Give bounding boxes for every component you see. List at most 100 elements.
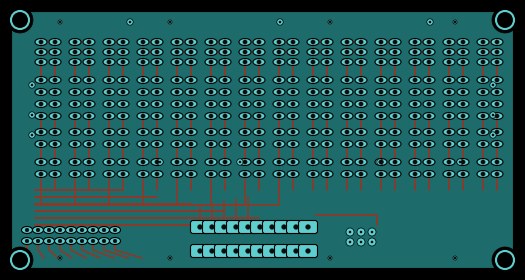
Circle shape: [447, 60, 451, 64]
Circle shape: [102, 228, 106, 232]
Circle shape: [36, 239, 40, 243]
Ellipse shape: [219, 59, 231, 66]
Circle shape: [175, 102, 179, 106]
Ellipse shape: [491, 113, 503, 120]
Circle shape: [87, 142, 91, 146]
Ellipse shape: [22, 227, 33, 234]
Ellipse shape: [457, 76, 469, 83]
Circle shape: [155, 160, 159, 164]
Ellipse shape: [423, 48, 435, 55]
Ellipse shape: [423, 76, 435, 83]
Circle shape: [73, 90, 77, 94]
Circle shape: [189, 130, 193, 134]
Ellipse shape: [35, 141, 47, 148]
Ellipse shape: [117, 171, 129, 178]
Circle shape: [155, 78, 159, 82]
Circle shape: [359, 160, 363, 164]
Circle shape: [359, 90, 363, 94]
Circle shape: [53, 102, 57, 106]
Circle shape: [427, 40, 431, 44]
Circle shape: [155, 114, 159, 118]
Ellipse shape: [137, 113, 149, 120]
Ellipse shape: [477, 113, 489, 120]
Ellipse shape: [33, 237, 44, 244]
Circle shape: [53, 172, 57, 176]
Circle shape: [209, 50, 213, 54]
Ellipse shape: [341, 129, 353, 136]
Circle shape: [169, 257, 171, 259]
Ellipse shape: [83, 129, 95, 136]
Circle shape: [393, 40, 397, 44]
Ellipse shape: [77, 237, 88, 244]
Ellipse shape: [35, 59, 47, 66]
Ellipse shape: [117, 59, 129, 66]
Circle shape: [328, 256, 332, 260]
Ellipse shape: [185, 76, 197, 83]
Circle shape: [141, 160, 145, 164]
Ellipse shape: [409, 129, 421, 136]
Circle shape: [246, 249, 250, 253]
Circle shape: [481, 102, 485, 106]
Circle shape: [73, 102, 77, 106]
Ellipse shape: [443, 141, 455, 148]
Ellipse shape: [69, 129, 81, 136]
Ellipse shape: [273, 59, 285, 66]
Circle shape: [359, 130, 363, 134]
Ellipse shape: [355, 76, 367, 83]
Ellipse shape: [423, 59, 435, 66]
Ellipse shape: [69, 141, 81, 148]
Ellipse shape: [69, 48, 81, 55]
Ellipse shape: [375, 129, 387, 136]
Ellipse shape: [409, 158, 421, 165]
Circle shape: [328, 20, 332, 24]
Circle shape: [279, 21, 281, 23]
Circle shape: [257, 172, 261, 176]
Circle shape: [209, 102, 213, 106]
Circle shape: [359, 78, 363, 82]
Circle shape: [175, 114, 179, 118]
Circle shape: [495, 172, 499, 176]
Circle shape: [107, 114, 111, 118]
Circle shape: [223, 142, 227, 146]
Circle shape: [447, 172, 451, 176]
Circle shape: [209, 90, 213, 94]
Ellipse shape: [389, 39, 401, 46]
Circle shape: [243, 130, 247, 134]
Circle shape: [141, 172, 145, 176]
Circle shape: [379, 142, 383, 146]
Circle shape: [447, 142, 451, 146]
Circle shape: [121, 50, 125, 54]
Circle shape: [457, 159, 463, 165]
Circle shape: [277, 160, 281, 164]
Ellipse shape: [117, 129, 129, 136]
Ellipse shape: [273, 101, 285, 108]
Circle shape: [427, 172, 431, 176]
Ellipse shape: [341, 141, 353, 148]
Ellipse shape: [307, 48, 319, 55]
Ellipse shape: [33, 227, 44, 234]
Ellipse shape: [110, 227, 121, 234]
Ellipse shape: [55, 227, 66, 234]
Circle shape: [7, 7, 33, 33]
Ellipse shape: [389, 48, 401, 55]
Circle shape: [495, 130, 499, 134]
Ellipse shape: [239, 141, 251, 148]
Circle shape: [393, 50, 397, 54]
Circle shape: [107, 40, 111, 44]
Circle shape: [127, 19, 133, 25]
Ellipse shape: [69, 113, 81, 120]
Circle shape: [495, 60, 499, 64]
Ellipse shape: [239, 158, 251, 165]
Ellipse shape: [151, 158, 163, 165]
FancyBboxPatch shape: [275, 244, 293, 258]
Circle shape: [209, 160, 213, 164]
Ellipse shape: [389, 59, 401, 66]
Ellipse shape: [69, 171, 81, 178]
Ellipse shape: [491, 129, 503, 136]
Circle shape: [277, 78, 281, 82]
Circle shape: [243, 160, 247, 164]
Circle shape: [121, 102, 125, 106]
Ellipse shape: [219, 141, 231, 148]
Ellipse shape: [253, 76, 265, 83]
FancyBboxPatch shape: [203, 221, 222, 234]
